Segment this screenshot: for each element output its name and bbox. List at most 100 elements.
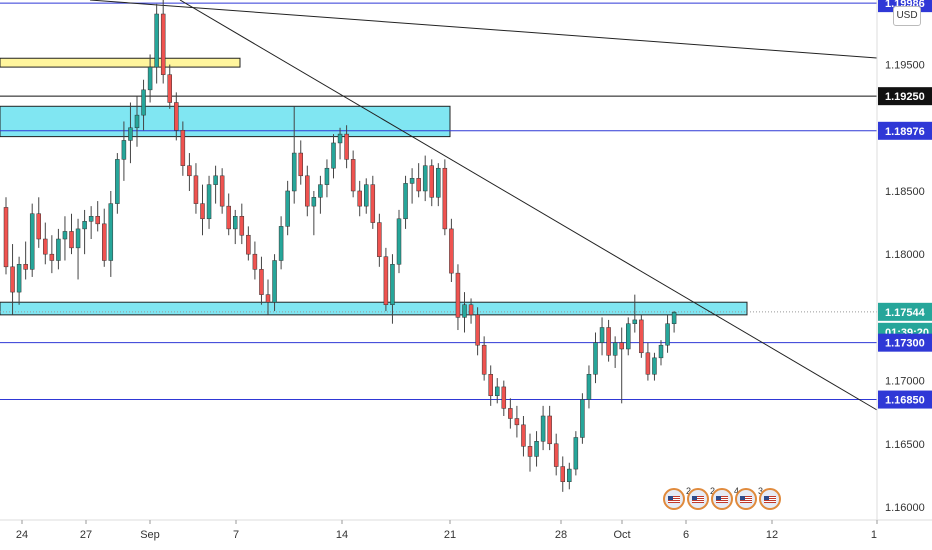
candle bbox=[233, 209, 238, 245]
candle bbox=[147, 54, 153, 103]
candle bbox=[102, 208, 107, 267]
candle-body-down bbox=[187, 165, 192, 177]
candle bbox=[265, 279, 271, 315]
candle-body-up bbox=[403, 183, 408, 220]
candle-body-down bbox=[514, 418, 520, 426]
candle-body-down bbox=[521, 424, 526, 447]
y-tick-label: 1.18000 bbox=[885, 249, 925, 261]
candle-body-up bbox=[121, 140, 127, 160]
candle bbox=[364, 178, 369, 214]
y-tick-label: 1.16000 bbox=[885, 502, 925, 514]
candle bbox=[422, 155, 428, 202]
currency-button[interactable]: USD bbox=[893, 6, 921, 26]
candle-body-up bbox=[311, 197, 317, 207]
candle bbox=[383, 247, 389, 312]
candle-body-up bbox=[272, 260, 277, 303]
candle bbox=[652, 352, 657, 381]
candle bbox=[495, 378, 500, 404]
candle bbox=[29, 203, 35, 277]
candle-body-up bbox=[409, 178, 415, 184]
trendline[interactable] bbox=[179, 0, 878, 411]
candle bbox=[403, 175, 408, 229]
price-label: 1.19986 bbox=[885, 0, 925, 10]
candle-body-down bbox=[481, 344, 487, 375]
candle bbox=[200, 184, 205, 236]
candle-body-up bbox=[318, 184, 323, 198]
candle bbox=[23, 241, 28, 280]
candle-body-down bbox=[298, 152, 303, 177]
candle-body-up bbox=[364, 184, 369, 207]
candle-body-up bbox=[147, 66, 153, 91]
x-tick-label: 24 bbox=[16, 529, 28, 541]
price-label: 1.19250 bbox=[885, 91, 925, 103]
candle bbox=[521, 415, 526, 457]
candle-body-up bbox=[324, 167, 330, 185]
candle-body-down bbox=[639, 319, 644, 354]
candle-body-up bbox=[632, 319, 638, 324]
candle bbox=[606, 319, 611, 362]
candle-body-down bbox=[219, 175, 225, 207]
candle bbox=[115, 153, 120, 214]
candle bbox=[62, 216, 68, 261]
candle bbox=[272, 254, 277, 312]
candle bbox=[285, 180, 290, 236]
candle bbox=[390, 254, 395, 324]
candle bbox=[36, 197, 41, 248]
candle bbox=[416, 163, 421, 198]
x-tick-label: 12 bbox=[766, 529, 778, 541]
candle bbox=[370, 175, 376, 229]
candle-body-up bbox=[331, 142, 336, 169]
us-flag-event-icon[interactable] bbox=[759, 488, 781, 510]
candle-body-up bbox=[337, 133, 343, 144]
zone-rect[interactable] bbox=[0, 105, 451, 138]
candle-body-up bbox=[567, 468, 572, 482]
candle bbox=[128, 102, 133, 164]
candle-body-down bbox=[429, 165, 434, 198]
candle bbox=[508, 398, 513, 429]
x-tick-label: 7 bbox=[233, 529, 239, 541]
us-flag-event-icon[interactable]: 2 bbox=[687, 486, 715, 510]
candle bbox=[259, 256, 264, 305]
candle bbox=[481, 336, 487, 381]
candle-body-down bbox=[527, 446, 533, 457]
candle-body-up bbox=[580, 399, 585, 438]
candle-body-up bbox=[213, 175, 218, 185]
candle bbox=[305, 165, 310, 217]
x-tick-label: 27 bbox=[80, 529, 92, 541]
candle-body-up bbox=[82, 221, 87, 230]
zone-rect[interactable] bbox=[0, 57, 241, 68]
candle bbox=[547, 405, 552, 451]
price-axis[interactable] bbox=[877, 0, 932, 550]
candle-body-down bbox=[10, 266, 15, 293]
candle bbox=[455, 264, 461, 331]
us-flag-event-icon[interactable]: 2 bbox=[663, 486, 691, 510]
candle-body-down bbox=[95, 216, 100, 225]
price-label: 1.17300 bbox=[885, 338, 925, 350]
candle bbox=[298, 140, 303, 185]
candle-body-up bbox=[495, 386, 500, 397]
candle bbox=[560, 456, 565, 492]
candle-body-up bbox=[134, 114, 140, 129]
us-flag-event-icon[interactable]: 3 bbox=[735, 486, 763, 510]
candle bbox=[187, 153, 192, 191]
candle bbox=[639, 314, 644, 358]
us-flag-event-icon[interactable]: 4 bbox=[711, 486, 739, 510]
candle-body-up bbox=[540, 415, 546, 442]
candle-body-up bbox=[154, 13, 159, 68]
candle bbox=[252, 241, 258, 280]
candle bbox=[586, 365, 592, 409]
trendline[interactable] bbox=[89, 0, 878, 59]
x-tick-label: 6 bbox=[683, 529, 689, 541]
candle bbox=[311, 190, 317, 236]
candle-body-down bbox=[344, 133, 349, 160]
candle bbox=[396, 209, 402, 274]
price-label-bg bbox=[878, 302, 932, 321]
x-tick-label: Oct bbox=[613, 529, 630, 541]
y-tick-label: 1.19500 bbox=[885, 60, 925, 72]
candle-body-up bbox=[436, 167, 441, 198]
price-label-bg bbox=[878, 87, 932, 106]
candle-body-up bbox=[285, 190, 290, 227]
y-tick-label: 1.18500 bbox=[885, 186, 925, 198]
candle-body-down bbox=[606, 327, 611, 356]
